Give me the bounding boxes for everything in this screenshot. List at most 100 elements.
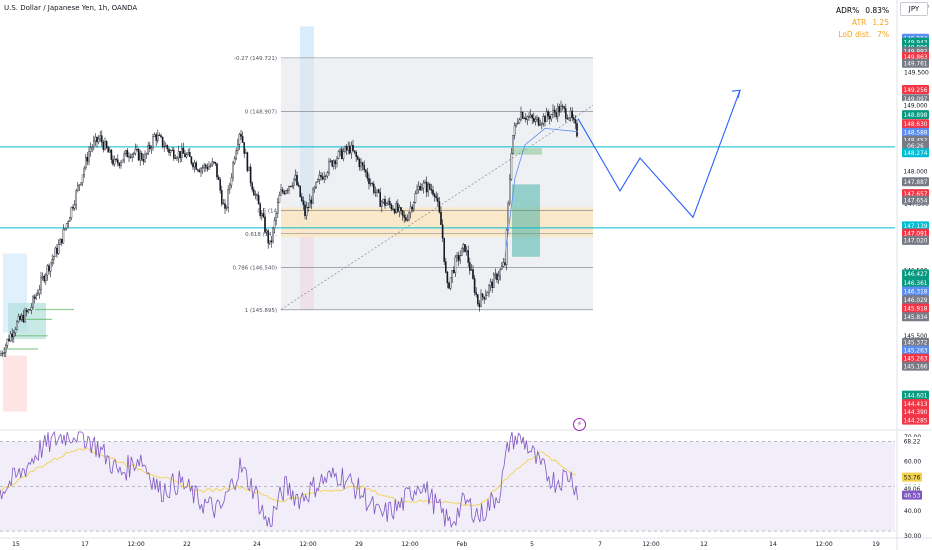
candle: [477, 294, 479, 304]
candle: [414, 193, 417, 203]
candle: [224, 203, 226, 209]
price-tag-bg-36: [902, 407, 929, 417]
candle: [361, 162, 364, 166]
candle: [16, 321, 18, 330]
candle: [37, 293, 39, 296]
candle: [219, 179, 222, 191]
price-tag-bg-23: [902, 269, 929, 279]
candle: [200, 168, 202, 173]
projection-arrowhead: [731, 89, 741, 99]
candle: [124, 150, 127, 154]
candle: [80, 182, 82, 185]
candle: [144, 154, 146, 162]
candle: [534, 119, 537, 122]
price-tag-bg-34: [902, 390, 929, 400]
price-tag-bg-21: [902, 235, 929, 245]
candle: [390, 204, 393, 210]
candle: [446, 272, 449, 284]
candle: [293, 178, 295, 186]
price-tag-bg-6: [902, 85, 929, 95]
candle: [182, 147, 185, 154]
rsi-tag-0: 68.22: [904, 440, 921, 446]
candle: [403, 215, 406, 218]
candle: [97, 138, 100, 143]
candle: [174, 158, 177, 160]
candle: [54, 247, 57, 257]
candle: [238, 133, 241, 145]
price-tag-bg-19: [902, 221, 929, 231]
candle: [342, 151, 345, 159]
lightning-icon[interactable]: ⚡: [573, 418, 586, 431]
price-tag-30: 145.372: [904, 341, 928, 347]
candle: [541, 123, 543, 126]
stat-atr-label: ATR: [852, 18, 867, 27]
candle: [398, 207, 401, 212]
candle: [369, 183, 372, 185]
candle: [357, 156, 359, 160]
candle: [536, 117, 538, 120]
candle: [480, 293, 482, 307]
candle: [411, 206, 414, 210]
candle: [565, 108, 567, 119]
candle: [438, 201, 441, 213]
candle: [104, 141, 106, 150]
candle: [424, 181, 426, 184]
stat-adr: ADR% 0.83%: [836, 5, 889, 17]
candle: [464, 244, 466, 252]
candle: [494, 273, 497, 276]
candle: [558, 106, 561, 113]
candle: [379, 192, 382, 207]
candle: [140, 153, 143, 160]
candle: [118, 162, 121, 166]
candle: [102, 141, 105, 150]
candle: [513, 125, 516, 136]
candle: [65, 223, 68, 229]
price-tag-23: 146.427: [904, 272, 928, 278]
price-tag-7: 149.097: [904, 97, 928, 103]
candle: [14, 328, 17, 334]
candle: [486, 292, 489, 296]
candle: [531, 114, 533, 119]
candle: [406, 219, 409, 221]
candle: [443, 237, 446, 262]
candle: [528, 116, 530, 118]
candle: [417, 186, 420, 191]
price-tag-9: 148.898: [904, 113, 928, 119]
time-tick-3: 22: [183, 541, 191, 548]
candle: [376, 189, 378, 193]
candle: [304, 204, 306, 216]
candle: [467, 250, 470, 263]
target-box-large: [512, 184, 540, 257]
candle: [331, 160, 334, 167]
candle: [187, 152, 190, 155]
time-tick-2: 12:00: [127, 541, 144, 548]
candle: [435, 196, 438, 199]
candle: [285, 190, 287, 195]
candle: [553, 109, 556, 113]
candle: [321, 176, 324, 180]
candle: [76, 185, 79, 191]
currency-button[interactable]: JPY: [900, 2, 928, 16]
candle: [497, 275, 500, 281]
price-tag-16: 147.887: [904, 180, 928, 186]
rsi-tag-bg-1: [902, 472, 922, 482]
candle: [385, 203, 388, 206]
candle: [395, 203, 398, 214]
candle: [203, 164, 206, 169]
candle: [188, 152, 191, 158]
candle: [574, 119, 577, 124]
time-tick-7: 12:00: [401, 541, 418, 548]
price-tag-33: 145.166: [904, 364, 928, 370]
candle: [256, 194, 258, 196]
candle: [198, 169, 201, 173]
candle: [240, 133, 242, 137]
candle: [501, 266, 503, 270]
candle: [252, 189, 255, 196]
candle: [392, 208, 394, 210]
price-tag-18: 147.654: [904, 198, 928, 204]
candle: [43, 275, 45, 282]
price-tag-13: 06:26: [907, 144, 924, 150]
candle: [152, 136, 154, 148]
candle: [81, 174, 84, 183]
